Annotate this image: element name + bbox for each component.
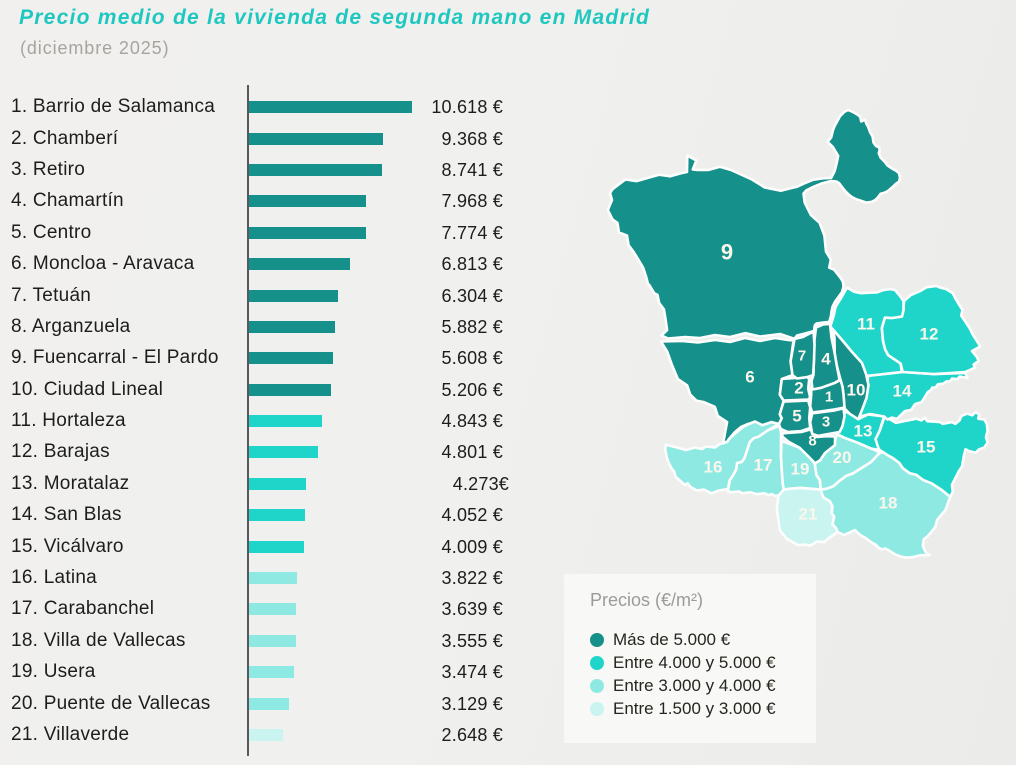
svg-text:12: 12 (920, 325, 939, 344)
svg-text:7: 7 (798, 348, 806, 365)
svg-text:2: 2 (794, 379, 803, 398)
svg-text:4: 4 (821, 350, 831, 369)
svg-text:16: 16 (704, 458, 723, 477)
svg-text:19: 19 (791, 460, 810, 479)
svg-text:5: 5 (792, 407, 801, 426)
svg-text:18: 18 (879, 494, 898, 513)
svg-text:3: 3 (822, 414, 830, 431)
svg-text:14: 14 (893, 382, 912, 401)
svg-text:6: 6 (745, 368, 754, 387)
svg-text:9: 9 (721, 240, 733, 265)
svg-text:21: 21 (799, 505, 818, 524)
svg-text:10: 10 (847, 381, 866, 400)
svg-text:11: 11 (857, 315, 875, 334)
svg-text:20: 20 (833, 448, 852, 467)
svg-text:15: 15 (917, 438, 936, 457)
svg-text:8: 8 (808, 433, 816, 450)
svg-text:1: 1 (825, 389, 833, 406)
svg-text:17: 17 (754, 456, 773, 475)
svg-text:13: 13 (854, 422, 873, 441)
